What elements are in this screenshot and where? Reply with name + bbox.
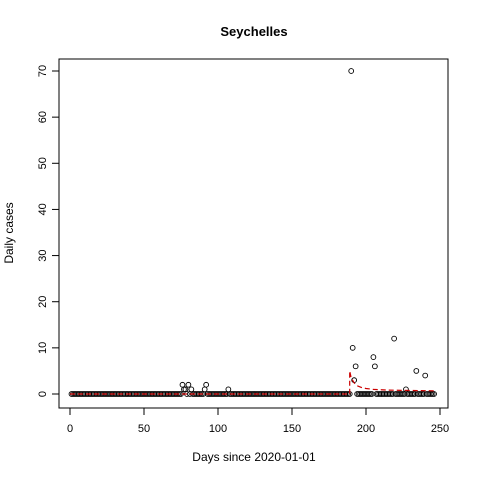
y-axis-ticks: 0 10 20 30 40 50 60 70 [37, 65, 59, 397]
x-axis-ticks: 0 50 100 150 200 250 [67, 408, 449, 435]
data-point [349, 69, 354, 74]
y-tick-label: 20 [37, 296, 49, 308]
y-tick-label: 60 [37, 111, 49, 123]
data-point [404, 387, 409, 392]
case-points [180, 69, 428, 392]
data-point [350, 345, 355, 350]
x-tick-label: 100 [209, 423, 227, 435]
data-point [392, 336, 397, 341]
zero-case-points [69, 392, 436, 397]
y-axis-label: Daily cases [2, 202, 16, 263]
data-point [353, 364, 358, 369]
x-tick-label: 200 [357, 423, 375, 435]
chart-title: Seychelles [220, 24, 287, 39]
x-tick-label: 150 [283, 423, 301, 435]
data-point [414, 369, 419, 374]
data-point [204, 382, 209, 387]
y-tick-label: 70 [37, 65, 49, 77]
x-tick-label: 0 [67, 423, 73, 435]
data-point [186, 382, 191, 387]
data-point [423, 373, 428, 378]
data-point [189, 387, 194, 392]
data-point [371, 355, 376, 360]
plot-frame [59, 59, 448, 408]
x-tick-label: 250 [431, 423, 449, 435]
data-point [226, 387, 231, 392]
x-axis-label: Days since 2020-01-01 [192, 450, 316, 464]
data-point [372, 364, 377, 369]
y-tick-label: 0 [37, 391, 49, 397]
data-point [202, 387, 207, 392]
y-tick-label: 50 [37, 157, 49, 169]
y-tick-label: 30 [37, 249, 49, 261]
x-tick-label: 50 [138, 423, 150, 435]
y-tick-label: 40 [37, 203, 49, 215]
fitted-trend-line [70, 371, 434, 394]
y-tick-label: 10 [37, 342, 49, 354]
data-point [180, 382, 185, 387]
